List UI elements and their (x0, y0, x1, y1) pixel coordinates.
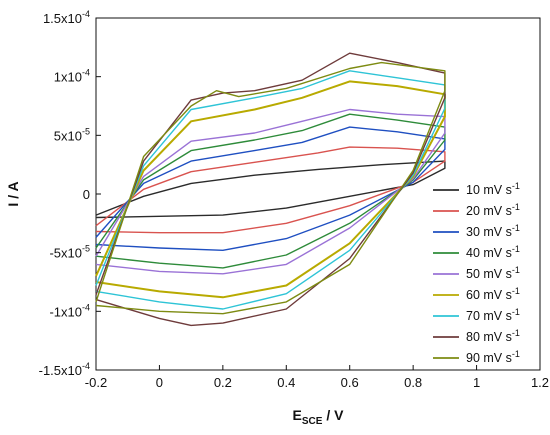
y-tick-label-exponent: -4 (82, 302, 90, 312)
legend-label-7: 70 mV s-1 (466, 307, 520, 323)
y-tick-label-exponent: -5 (82, 126, 90, 136)
x-tick-label: 0.8 (404, 375, 422, 390)
legend-label-exponent: -1 (512, 202, 520, 212)
x-axis-title: ESCE / V (293, 407, 345, 427)
y-tick-label-base: -5x10 (49, 246, 82, 261)
y-tick-label-base: -1.5x10 (39, 363, 82, 378)
legend-label-text: 90 mV s (466, 351, 512, 365)
legend-label-exponent: -1 (512, 244, 520, 254)
y-tick-label: -1x10-4 (49, 302, 90, 319)
x-axis-title-sub: SCE (302, 416, 323, 427)
y-tick-label: 1.5x10-4 (43, 9, 90, 26)
y-tick-label-exponent: -4 (82, 68, 90, 78)
legend: 10 mV s-120 mV s-130 mV s-140 mV s-150 m… (433, 181, 520, 365)
y-tick-label: -1.5x10-4 (39, 361, 90, 378)
x-tick-label: -0.2 (85, 375, 107, 390)
series-line-1 (95, 160, 446, 219)
y-tick-label-base: 0 (83, 187, 90, 202)
x-tick-label: 1 (473, 375, 480, 390)
series-group (95, 52, 446, 327)
legend-label-text: 30 mV s (466, 225, 512, 239)
legend-label-9: 90 mV s-1 (466, 349, 520, 365)
legend-label-exponent: -1 (512, 349, 520, 359)
y-tick-label-base: 1x10 (54, 70, 82, 85)
legend-label-text: 70 mV s (466, 309, 512, 323)
legend-label-text: 80 mV s (466, 330, 512, 344)
x-tick-label: 1.2 (531, 375, 549, 390)
y-axis-ticks: -1.5x10-4-1x10-4-5x10-505x10-51x10-41.5x… (39, 9, 101, 378)
legend-label-exponent: -1 (512, 328, 520, 338)
x-tick-label: 0.2 (214, 375, 232, 390)
legend-label-text: 60 mV s (466, 288, 512, 302)
y-tick-label-exponent: -5 (82, 244, 90, 254)
y-tick-label-base: 1.5x10 (43, 11, 82, 26)
y-tick-label-base: -1x10 (49, 304, 82, 319)
x-tick-label: 0 (156, 375, 163, 390)
legend-label-text: 40 mV s (466, 246, 512, 260)
legend-label-text: 10 mV s (466, 183, 512, 197)
legend-label-exponent: -1 (512, 307, 520, 317)
legend-label-4: 40 mV s-1 (466, 244, 520, 260)
legend-label-2: 20 mV s-1 (466, 202, 520, 218)
legend-label-1: 10 mV s-1 (466, 181, 520, 197)
legend-label-8: 80 mV s-1 (466, 328, 520, 344)
legend-label-exponent: -1 (512, 265, 520, 275)
x-axis-title-rest: / V (322, 407, 344, 423)
series-line-2 (95, 146, 446, 234)
series-line-4 (95, 113, 446, 269)
x-axis-ticks: -0.2 0 0.2 0.4 0.6 0.8 1 1.2 (85, 365, 549, 390)
x-axis-title-main: E (293, 407, 302, 423)
y-tick-label-base: 5x10 (54, 128, 82, 143)
y-tick-label: 1x10-4 (54, 68, 90, 85)
legend-label-3: 30 mV s-1 (466, 223, 520, 239)
legend-label-text: 20 mV s (466, 204, 512, 218)
legend-label-5: 50 mV s-1 (466, 265, 520, 281)
x-tick-label: 0.6 (341, 375, 359, 390)
legend-label-6: 60 mV s-1 (466, 286, 520, 302)
legend-label-exponent: -1 (512, 286, 520, 296)
series-line-5 (95, 108, 446, 275)
y-tick-label-exponent: -4 (82, 9, 90, 19)
legend-label-exponent: -1 (512, 223, 520, 233)
y-axis-title: I / A (5, 181, 21, 206)
series-line-9 (95, 61, 446, 315)
y-tick-label: 5x10-5 (54, 126, 90, 143)
legend-label-text: 50 mV s (466, 267, 512, 281)
legend-label-exponent: -1 (512, 181, 520, 191)
y-tick-label: 0 (83, 187, 90, 202)
y-tick-label-exponent: -4 (82, 361, 90, 371)
x-tick-label: 0.4 (277, 375, 295, 390)
y-tick-label: -5x10-5 (49, 244, 90, 261)
